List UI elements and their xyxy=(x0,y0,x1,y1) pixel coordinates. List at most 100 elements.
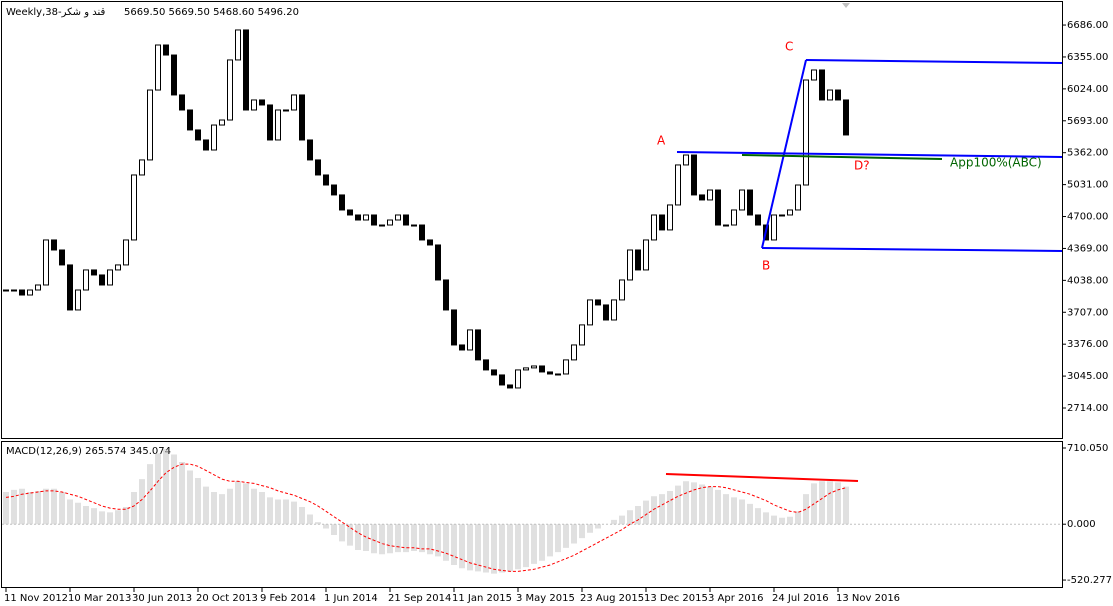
candle xyxy=(507,384,513,389)
ohlc-values: 5669.50 5669.50 5468.60 5496.20 xyxy=(124,7,299,18)
candle xyxy=(155,44,161,91)
y-tick-label: 710.050 xyxy=(1067,443,1108,454)
candle xyxy=(523,367,529,371)
candle xyxy=(227,59,233,121)
candle xyxy=(51,239,57,251)
candle xyxy=(115,264,121,271)
candle xyxy=(75,289,81,311)
candle xyxy=(147,89,153,161)
y-tick-label: 5693.00 xyxy=(1067,116,1108,127)
candle xyxy=(267,104,273,141)
candle xyxy=(571,344,577,361)
candle xyxy=(707,189,713,201)
candle xyxy=(355,214,361,221)
candle xyxy=(835,89,841,101)
shift-marker xyxy=(842,3,850,8)
x-tick-label: 23 Aug 2015 xyxy=(580,593,644,604)
candle xyxy=(435,244,441,281)
candle xyxy=(179,94,185,111)
candle xyxy=(563,359,569,375)
candle xyxy=(747,189,753,216)
candle xyxy=(307,139,313,161)
candle xyxy=(171,54,177,96)
candle xyxy=(3,289,9,292)
candle xyxy=(547,371,553,375)
candle xyxy=(795,184,801,211)
y-tick-label: 6355.00 xyxy=(1067,52,1108,63)
x-tick-label: 10 Mar 2013 xyxy=(68,593,131,604)
x-tick-label: 24 Jul 2016 xyxy=(772,593,829,604)
candle xyxy=(11,289,17,292)
candle xyxy=(579,324,585,346)
candle xyxy=(27,289,33,296)
candle xyxy=(395,214,401,221)
candle xyxy=(163,44,169,56)
y-tick-label: 3707.00 xyxy=(1067,307,1108,318)
y-tick-label: 4038.00 xyxy=(1067,275,1108,286)
candle xyxy=(83,269,89,291)
candle xyxy=(139,159,145,176)
candle xyxy=(755,214,761,226)
candle xyxy=(587,299,593,326)
candle xyxy=(243,29,249,111)
x-tick-label: 21 Sep 2014 xyxy=(388,593,451,604)
candle xyxy=(715,189,721,226)
level-c xyxy=(805,59,1063,64)
y-tick-label: 3045.00 xyxy=(1067,371,1108,382)
candle xyxy=(643,239,649,271)
symbol-title: قند و شکر-38,Weekly xyxy=(6,7,105,18)
candle xyxy=(611,299,617,321)
candle xyxy=(627,249,633,281)
candle xyxy=(123,239,129,266)
candle xyxy=(67,264,73,311)
label-d: D? xyxy=(854,159,870,173)
candle xyxy=(475,329,481,361)
candle xyxy=(483,359,489,371)
candle xyxy=(659,214,665,231)
candle xyxy=(283,109,289,112)
y-tick-label: 0.000 xyxy=(1067,519,1096,530)
x-tick-label: 20 Oct 2013 xyxy=(196,593,258,604)
candle xyxy=(651,214,657,241)
level-a xyxy=(676,151,1063,158)
candle xyxy=(379,224,385,227)
candle xyxy=(291,94,297,111)
candle xyxy=(667,204,673,231)
x-tick-label: 11 Jan 2015 xyxy=(452,593,512,604)
label-c: C xyxy=(785,40,793,54)
candle xyxy=(443,279,449,311)
candle xyxy=(779,214,785,217)
x-tick-label: 13 Nov 2016 xyxy=(836,593,900,604)
candle xyxy=(411,224,417,227)
candle xyxy=(251,99,257,111)
x-tick-label: 3 Apr 2016 xyxy=(708,593,763,604)
candle xyxy=(387,219,393,226)
candle xyxy=(491,369,497,376)
candle xyxy=(259,99,265,106)
x-tick-label: 30 Jun 2013 xyxy=(132,593,192,604)
candle xyxy=(235,29,241,61)
candle xyxy=(19,289,25,296)
candle xyxy=(35,284,41,291)
x-tick-label: 13 Dec 2015 xyxy=(644,593,708,604)
candle xyxy=(275,109,281,141)
candle xyxy=(107,269,113,286)
candle xyxy=(331,184,337,196)
candle xyxy=(619,279,625,301)
candle xyxy=(43,239,49,286)
candle xyxy=(843,99,849,136)
macd-pane xyxy=(1,441,1063,588)
candle xyxy=(819,69,825,101)
candle xyxy=(323,174,329,186)
label-a: A xyxy=(657,134,666,148)
candle xyxy=(811,69,817,81)
candle xyxy=(683,154,689,166)
candle xyxy=(211,124,217,151)
candle xyxy=(699,194,705,201)
signal-line xyxy=(5,463,847,572)
x-tick-label: 11 Nov 2012 xyxy=(4,593,68,604)
candle xyxy=(739,189,745,211)
candle xyxy=(467,329,473,351)
price-pane xyxy=(1,1,1063,439)
